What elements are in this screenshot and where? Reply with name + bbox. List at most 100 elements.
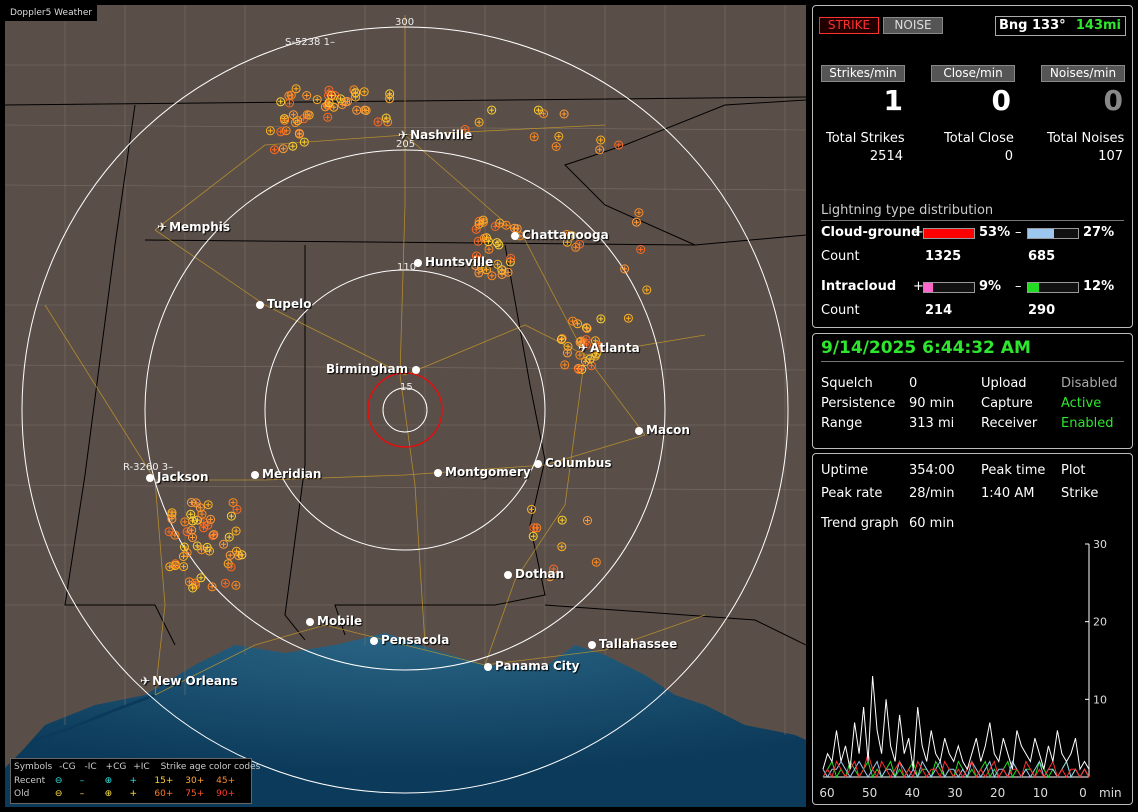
- strike-marker: [288, 110, 298, 120]
- persistence-value: 90 min: [909, 396, 955, 411]
- plot-value: Strike: [1061, 486, 1099, 501]
- strike-marker: [587, 361, 596, 371]
- city-dot-icon: [412, 365, 421, 374]
- trend-series-line: [822, 760, 1090, 779]
- strike-marker: [575, 350, 585, 360]
- strike-marker: [562, 229, 572, 239]
- strike-marker-sign: [569, 233, 575, 239]
- strike-marker: [470, 260, 480, 270]
- legend-pos-ic-label: +IC: [133, 762, 150, 772]
- strike-marker-sign: [228, 513, 234, 519]
- strike-marker-sign: [314, 97, 320, 103]
- strike-marker-sign: [636, 210, 642, 216]
- strike-marker-sign: [233, 528, 239, 534]
- noises-per-min-button[interactable]: Noises/min: [1041, 65, 1125, 82]
- bearing-box: Bng 133° 143mi: [995, 16, 1126, 36]
- neg-ic-old-icon: –: [79, 789, 85, 799]
- strike-marker-sign: [531, 134, 537, 140]
- strike-marker: [529, 523, 539, 533]
- strike-button[interactable]: STRIKE: [819, 17, 879, 34]
- strikes-per-min-button[interactable]: Strikes/min: [821, 65, 905, 82]
- strike-marker: [231, 580, 241, 590]
- strike-marker: [188, 533, 197, 542]
- distance-value: 143mi: [1075, 18, 1121, 33]
- strike-marker-sign: [387, 91, 393, 97]
- strike-marker-sign: [208, 516, 214, 522]
- strike-marker-sign: [272, 147, 277, 153]
- strike-marker: [232, 504, 242, 514]
- y-tick-label: 20: [1093, 616, 1107, 629]
- strike-marker: [351, 92, 361, 102]
- strike-marker: [573, 319, 583, 329]
- strike-marker: [270, 145, 279, 155]
- strike-marker: [202, 542, 212, 552]
- strike-marker-sign: [295, 118, 301, 124]
- strike-marker: [529, 132, 539, 142]
- strike-marker: [280, 115, 290, 125]
- strike-marker: [493, 259, 503, 269]
- strike-marker-sign: [598, 316, 604, 322]
- strike-marker: [506, 253, 516, 263]
- strike-marker: [299, 137, 309, 147]
- strike-marker: [359, 87, 369, 97]
- strike-marker: [595, 145, 605, 155]
- strike-marker-sign: [199, 511, 205, 517]
- strike-marker-sign: [499, 271, 505, 277]
- city-birmingham: Birmingham: [326, 362, 423, 376]
- peak-rate-value: 28/min: [909, 486, 955, 501]
- strike-marker-sign: [239, 552, 245, 558]
- city-dot-icon: [511, 231, 519, 240]
- strike-marker: [571, 242, 581, 252]
- strike-marker-sign: [304, 112, 310, 118]
- strike-marker: [291, 84, 301, 94]
- ic-neg-pct: 12%: [1083, 279, 1115, 294]
- strike-marker-sign: [184, 529, 190, 535]
- strike-marker: [324, 85, 334, 95]
- strike-marker-sign: [383, 115, 389, 121]
- strike-marker: [278, 144, 288, 154]
- airport-icon: ✈: [578, 341, 589, 355]
- strike-marker-sign: [475, 238, 481, 244]
- strike-marker-sign: [492, 224, 498, 229]
- strike-marker-sign: [226, 534, 232, 540]
- strike-marker-sign: [473, 226, 479, 232]
- strike-marker: [288, 141, 298, 151]
- strike-marker: [545, 572, 555, 582]
- strike-marker-sign: [512, 225, 517, 231]
- strike-marker: [563, 341, 573, 351]
- close-per-min-button[interactable]: Close/min: [931, 65, 1015, 82]
- noise-button[interactable]: NOISE: [883, 17, 943, 34]
- city-tallahassee: Tallahassee: [588, 637, 677, 651]
- divider: [821, 361, 1124, 362]
- legend-neg-cg-label: -CG: [59, 762, 76, 772]
- strike-marker-sign: [233, 582, 239, 588]
- city-chattanooga: Chattanooga: [511, 228, 609, 242]
- strike-marker: [219, 539, 229, 549]
- city-dot-icon: [635, 426, 643, 435]
- strike-marker-sign: [181, 564, 187, 570]
- cg-pos-bar: [923, 228, 975, 239]
- strike-marker-sign: [234, 548, 239, 554]
- strike-marker: [197, 509, 207, 519]
- range-label: Range: [821, 416, 863, 431]
- age-75: 75+: [185, 789, 205, 799]
- city-panama-city: Panama City: [484, 659, 579, 673]
- state-borders: [5, 96, 806, 646]
- trend-series-line: [822, 751, 1090, 779]
- strike-marker: [556, 334, 566, 344]
- total-close-label: Total Close: [944, 131, 1014, 146]
- strike-marker-sign: [508, 255, 514, 261]
- strike-marker: [574, 365, 584, 374]
- strike-marker-sign: [361, 89, 367, 95]
- strike-marker: [164, 527, 174, 537]
- strike-marker-sign: [474, 253, 479, 259]
- strike-marker-sign: [565, 343, 571, 349]
- map-canvas: [5, 5, 806, 807]
- city-new-orleans: ✈ New Orleans: [140, 674, 238, 688]
- ic-pos-pct: 9%: [979, 279, 1002, 294]
- strike-marker-sign: [293, 86, 299, 92]
- cg-pos-sign: +: [913, 225, 924, 240]
- lightning-map[interactable]: 300 205 110 15 S-5238 1– R-3260 3– ✈ Nash…: [5, 5, 806, 807]
- strike-marker-sign: [288, 92, 294, 98]
- strike-marker: [324, 98, 334, 108]
